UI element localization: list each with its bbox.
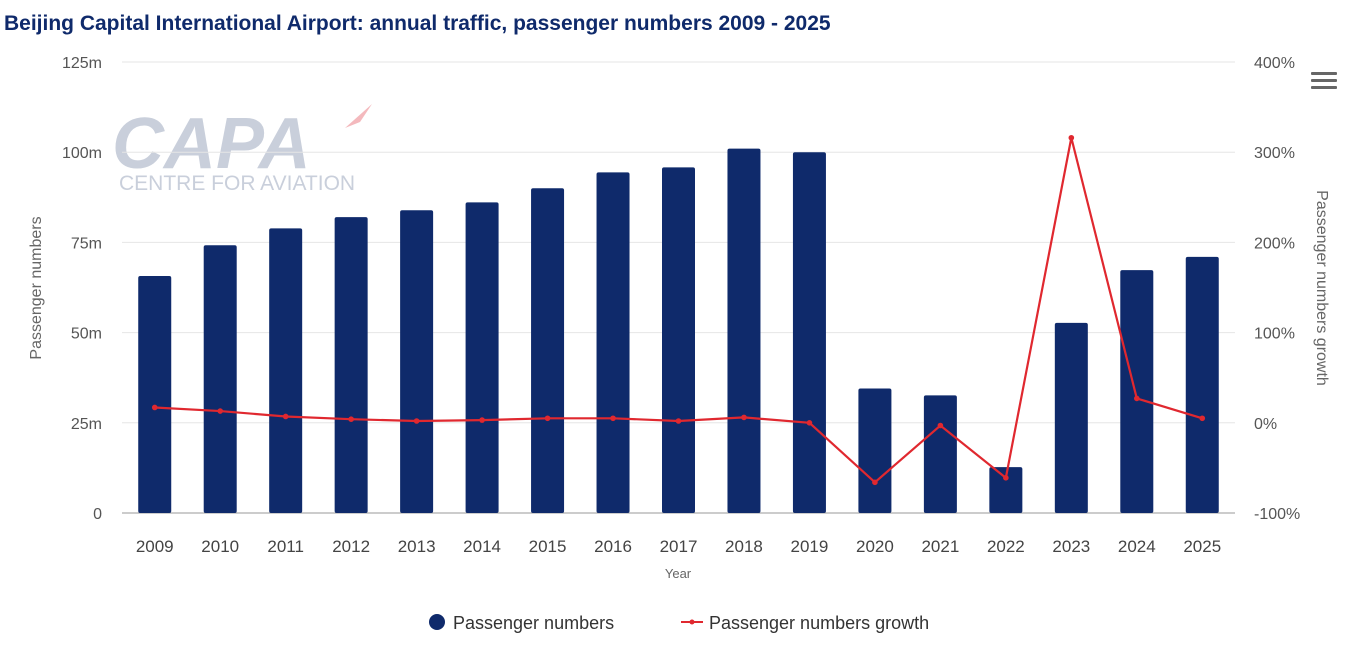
bar-2023[interactable] [1054,322,1088,513]
x-tick-label: 2014 [463,537,501,556]
x-tick-label: 2021 [921,537,959,556]
bar-2014[interactable] [465,202,499,513]
x-tick-label: 2017 [660,537,698,556]
y2-tick-label: -100% [1254,506,1300,523]
x-tick-label: 2011 [267,537,304,556]
x-tick-label: 2023 [1052,537,1090,556]
x-tick-label: 2015 [529,537,567,556]
y2-tick-label: 200% [1254,235,1295,252]
growth-point-2019[interactable] [806,420,813,426]
x-tick-label: 2018 [725,537,763,556]
x-tick-label: 2019 [791,537,829,556]
y-tick-label: 125m [62,55,102,72]
bar-2020[interactable] [858,388,892,513]
bar-2019[interactable] [792,152,826,513]
growth-point-2024[interactable] [1133,395,1140,402]
y-tick-label: 75m [71,235,102,252]
growth-point-2015[interactable] [544,415,551,422]
x-axis-title: Year [665,566,692,581]
growth-point-2012[interactable] [348,416,354,422]
chart-title: Beijing Capital International Airport: a… [4,12,831,35]
bar-2018[interactable] [727,148,761,514]
x-tick-label: 2013 [398,537,436,556]
y-axis-title: Passenger numbers [28,216,45,359]
y2-tick-label: 100% [1254,326,1295,343]
y2-tick-label: 0% [1254,416,1277,433]
x-tick-label: 2024 [1118,537,1156,556]
logo-name: CAPA [112,104,311,184]
legend-label: Passenger numbers growth [709,613,929,633]
x-tick-label: 2010 [201,537,239,556]
logo-subtitle: CENTRE FOR AVIATION [119,172,355,195]
bar-2011[interactable] [269,228,303,513]
bar-2015[interactable] [531,188,565,513]
bar-2016[interactable] [596,172,630,514]
growth-point-2010[interactable] [217,408,224,414]
growth-point-2022[interactable] [1003,475,1009,481]
bar-2024[interactable] [1120,270,1154,513]
bar-2010[interactable] [203,245,237,513]
growth-point-2025[interactable] [1199,415,1206,422]
bar-2013[interactable] [400,210,434,513]
x-tick-label: 2009 [136,537,174,556]
x-tick-label: 2016 [594,537,632,556]
y2-tick-label: 400% [1254,55,1295,72]
x-tick-label: 2025 [1183,537,1221,556]
x-tick-label: 2022 [987,537,1025,556]
legend: Passenger numbers Passenger numbers grow… [429,613,929,633]
growth-point-2017[interactable] [675,418,682,424]
y-tick-label: 50m [71,326,102,343]
bar-2022[interactable] [989,467,1023,513]
growth-point-2011[interactable] [282,413,289,420]
y-tick-label: 25m [71,416,102,433]
legend-bar-marker [429,614,445,630]
growth-point-2009[interactable] [151,404,158,411]
bar-2009[interactable] [138,275,172,513]
growth-point-2020[interactable] [872,479,878,486]
growth-point-2014[interactable] [479,417,485,423]
growth-point-2013[interactable] [413,418,420,424]
growth-point-2016[interactable] [610,415,616,422]
bar-2017[interactable] [662,167,695,513]
legend-item-passenger-numbers-growth[interactable]: Passenger numbers growth [681,613,929,633]
y-tick-label: 100m [62,145,102,162]
y2-tick-label: 300% [1254,145,1295,162]
y-tick-label: 0 [93,506,102,523]
hamburger-menu-icon[interactable] [1311,72,1337,92]
y2-axis-title: Passenger numbers growth [1313,190,1330,386]
bar-2025[interactable] [1185,256,1219,513]
growth-point-2018[interactable] [741,414,747,421]
growth-point-2021[interactable] [937,422,944,429]
growth-point-2023[interactable] [1068,134,1075,141]
bar-2021[interactable] [923,395,957,513]
legend-item-passenger-numbers[interactable]: Passenger numbers [429,613,614,633]
x-tick-label: 2012 [332,537,370,556]
logo-swoosh-icon [345,104,372,128]
bar-2012[interactable] [334,217,368,514]
legend-label: Passenger numbers [453,613,614,633]
capa-logo: CAPA CENTRE FOR AVIATION [112,104,372,195]
x-tick-label: 2020 [856,537,894,556]
